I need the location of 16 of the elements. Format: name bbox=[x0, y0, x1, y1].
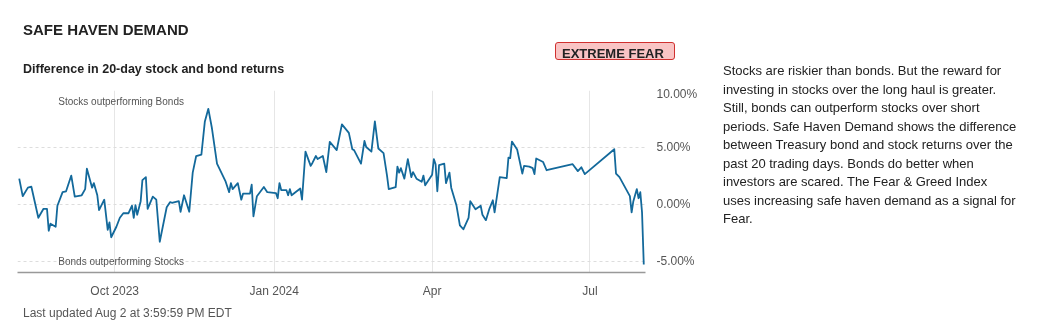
text: Last updated Aug 2 at 3:59:59 PM EDT bbox=[23, 305, 232, 322]
y-tick-label: -5.00% bbox=[656, 254, 695, 269]
x-tick-label: Jul bbox=[582, 283, 598, 298]
annotation: Stocks outperforming Bonds bbox=[58, 95, 184, 107]
y-tick-label: 10.00% bbox=[656, 86, 698, 101]
y-tick-label: 0.00% bbox=[656, 197, 691, 212]
text: Stocks are riskier than bonds. But the reward for investing in stocks over the long haul is greater. Still, bonds can outperform stocks over short periods. Safe Haven Demand shows the difference between Treasury bond and stock returns over the past 20 trading days. Bonds do better when investors are scared. The Fear & Greed Index uses increasing safe haven demand as a signal for Fear. bbox=[723, 63, 1017, 226]
x-tick-label: Jan 2024 bbox=[249, 283, 300, 298]
y-tick-label: 5.00% bbox=[656, 140, 691, 155]
x-tick-label: Oct 2023 bbox=[90, 283, 140, 298]
chart-title: SAFE HAVEN DEMAND bbox=[23, 20, 189, 40]
text: EXTREME FEAR bbox=[562, 45, 664, 63]
x-tick-label: Apr bbox=[422, 283, 442, 298]
chart-subtitle: Difference in 20-day stock and bond returns bbox=[23, 61, 285, 78]
annotation: Bonds outperforming Stocks bbox=[58, 256, 184, 268]
line-series bbox=[18, 107, 645, 266]
